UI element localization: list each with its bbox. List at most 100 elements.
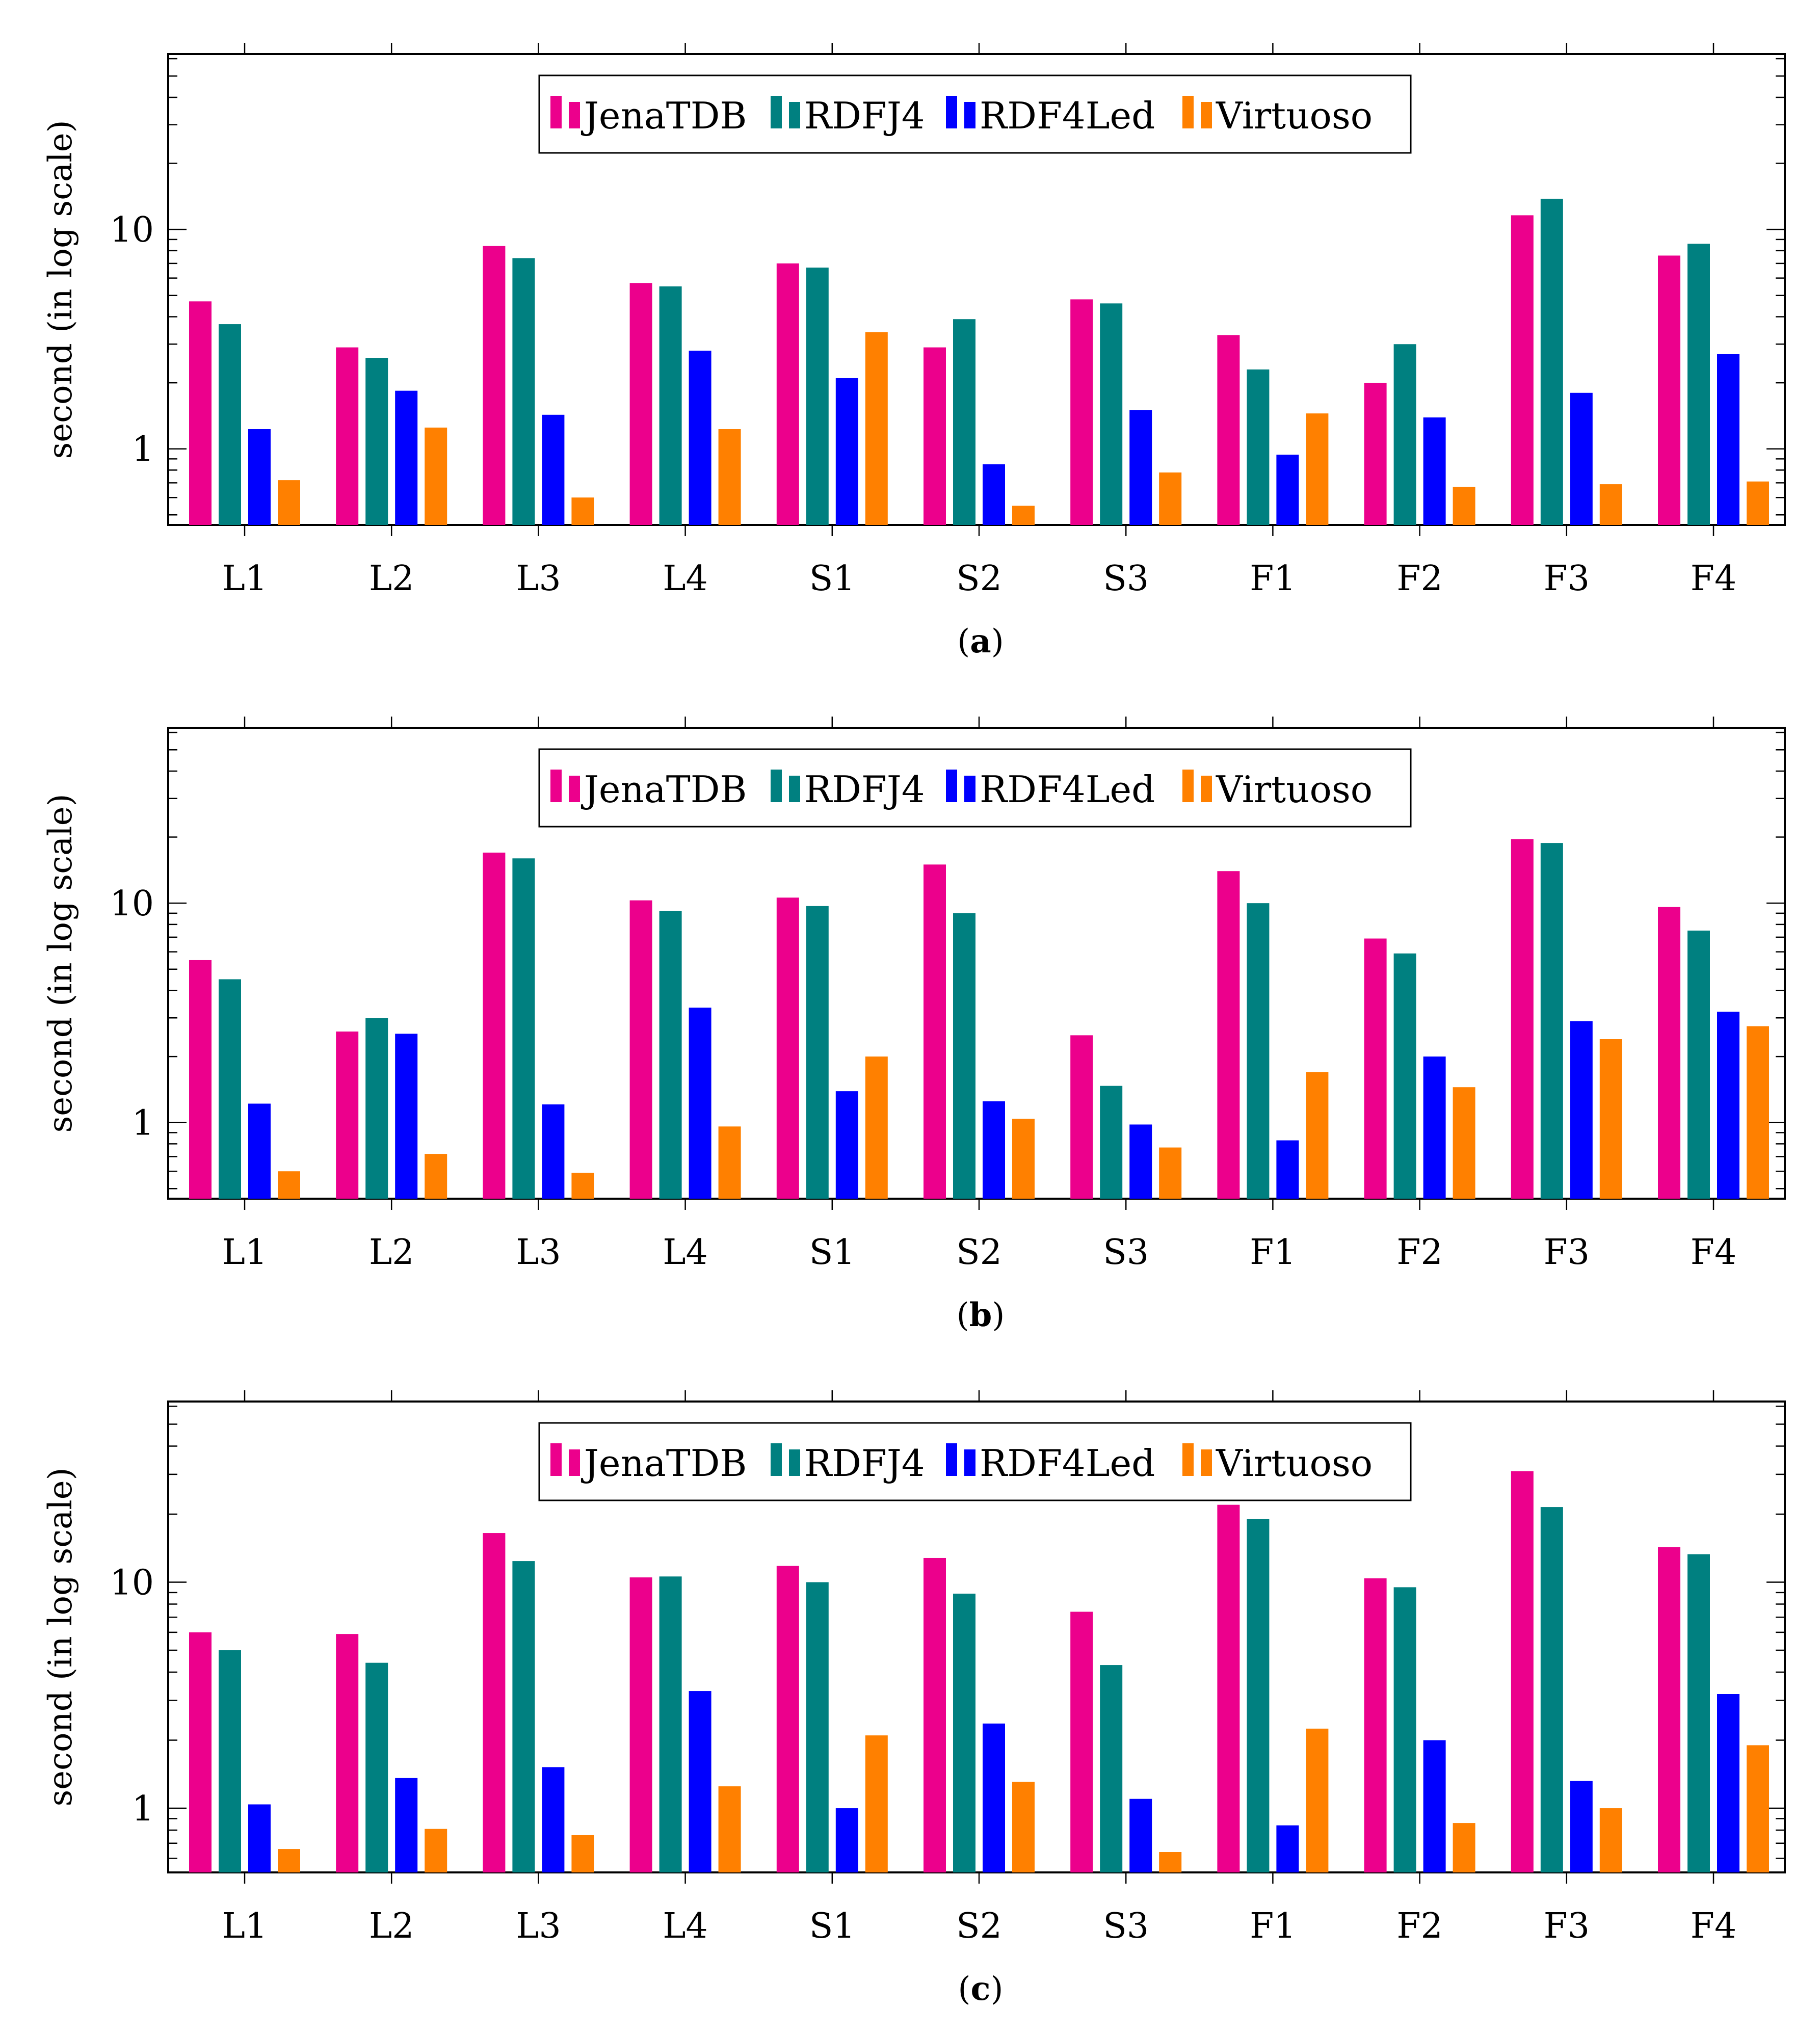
bar-rdf4led-f1: [1276, 1825, 1299, 1872]
bar-rdf4led-s2: [983, 1723, 1005, 1872]
legend-label-rdf4led: RDF4Led: [980, 768, 1155, 811]
panel-caption-a: (a): [957, 622, 1004, 660]
bar-rdf4led-f1: [1276, 1140, 1299, 1199]
bar-rdfj4-s1: [806, 906, 829, 1199]
bar-jenatdb-f4: [1658, 907, 1680, 1199]
y-tick-label: 1: [132, 430, 154, 470]
bar-rdfj4-l2: [365, 1662, 388, 1872]
bar-jenatdb-l1: [189, 301, 212, 525]
bar-jenatdb-f4: [1658, 1547, 1680, 1872]
chart-panel-b: 1 10 second (in log scale) L1 L2 L3 L4 S1 S2 S3 F1…: [42, 717, 1786, 1334]
bar-rdf4led-l4: [689, 1008, 711, 1199]
bar-rdfj4-f2: [1393, 953, 1416, 1199]
bar-rdf4led-l3: [542, 1767, 565, 1872]
bar-rdf4led-l2: [395, 1778, 418, 1872]
bar-rdfj4-l2: [365, 1018, 388, 1199]
bar-rdfj4-l3: [512, 858, 535, 1199]
bar-jenatdb-l2: [336, 1634, 359, 1872]
x-tick-label-f1: F1: [1250, 1232, 1296, 1273]
plot-frame: [167, 1400, 1786, 1873]
bar-rdf4led-l2: [395, 390, 418, 525]
bar-jenatdb-l3: [483, 246, 506, 525]
panel-caption-c: (c): [958, 1970, 1004, 2008]
x-tick-label-l3: L3: [516, 559, 561, 599]
x-tick-label-s1: S1: [809, 559, 855, 599]
y-tick-label: 1: [132, 1789, 154, 1829]
bar-virtuoso-l4: [718, 429, 741, 525]
x-tick-label-f1: F1: [1250, 559, 1296, 599]
x-tick-label-l2: L2: [369, 1906, 414, 1946]
bar-jenatdb-s3: [1070, 1035, 1093, 1199]
bar-virtuoso-s3: [1159, 1147, 1182, 1199]
legend-label-jenatdb: JenaTDB: [581, 768, 747, 811]
chart-panel-c: 1 10 second (in log scale) L1 L2 L3 L4 S1 S2 S3 F1…: [42, 1390, 1786, 2008]
bar-jenatdb-f2: [1364, 383, 1387, 525]
bar-virtuoso-l2: [425, 427, 447, 525]
bar-rdf4led-l2: [395, 1034, 418, 1199]
x-tick-label-l2: L2: [369, 559, 414, 599]
bar-jenatdb-l4: [629, 283, 652, 525]
bar-rdf4led-s3: [1129, 1124, 1152, 1199]
bar-virtuoso-l2: [425, 1829, 447, 1872]
x-tick-label-l3: L3: [516, 1906, 561, 1946]
legend-swatch-rdf4led: [946, 770, 957, 802]
bar-rdf4led-f3: [1570, 392, 1593, 525]
bar-virtuoso-s1: [865, 332, 888, 525]
bar-virtuoso-l1: [278, 1849, 300, 1872]
bar-rdfj4-f4: [1687, 930, 1710, 1199]
legend-swatch-virtuoso: [1182, 770, 1194, 802]
bar-rdf4led-f4: [1717, 354, 1739, 525]
x-tick-label-s3: S3: [1103, 1906, 1149, 1946]
bar-jenatdb-l2: [336, 1032, 359, 1199]
bar-jenatdb-s3: [1070, 299, 1093, 525]
legend-swatch-rdf4led-2: [964, 1449, 975, 1476]
bar-rdfj4-l4: [659, 1576, 682, 1872]
legend-swatch-rdf4led-2: [964, 102, 975, 128]
bar-rdf4led-l1: [248, 1103, 271, 1199]
y-tick-label: 10: [110, 1563, 154, 1603]
bar-jenatdb-s2: [924, 1557, 946, 1872]
y-tick-label: 1: [132, 1103, 154, 1144]
bar-rdf4led-s1: [835, 378, 858, 525]
legend-label-virtuoso: Virtuoso: [1216, 768, 1373, 811]
y-axis-label: second (in log scale): [42, 794, 80, 1132]
bar-rdfj4-f1: [1247, 369, 1270, 525]
bar-jenatdb-f2: [1364, 938, 1387, 1199]
bar-virtuoso-f1: [1306, 1072, 1329, 1199]
legend-label-rdfj4: RDFJ4: [804, 94, 925, 137]
bar-jenatdb-l1: [189, 960, 212, 1199]
plot-frame: [167, 727, 1786, 1200]
legend-label-virtuoso: Virtuoso: [1216, 94, 1373, 137]
y-tick-label: 10: [110, 210, 154, 250]
x-tick-label-f3: F3: [1544, 559, 1590, 599]
x-tick-label-s3: S3: [1103, 1232, 1149, 1273]
bar-virtuoso-f2: [1453, 1087, 1475, 1199]
bar-rdfj4-s3: [1100, 1086, 1123, 1199]
bar-jenatdb-l4: [629, 1577, 652, 1872]
bar-rdfj4-l3: [512, 258, 535, 525]
panel-caption-b: (b): [957, 1296, 1005, 1334]
bar-rdfj4-f4: [1687, 244, 1710, 525]
x-tick-label-f1: F1: [1250, 1906, 1296, 1946]
bar-virtuoso-s2: [1012, 506, 1035, 525]
bar-jenatdb-s2: [924, 864, 946, 1199]
bar-jenatdb-f1: [1217, 871, 1240, 1199]
x-tick-label-f2: F2: [1396, 559, 1442, 599]
legend-swatch-jenatdb: [550, 770, 562, 802]
legend-label-rdf4led: RDF4Led: [980, 94, 1155, 137]
bar-rdfj4-s1: [806, 268, 829, 525]
bar-jenatdb-f2: [1364, 1578, 1387, 1872]
legend: JenaTDB RDFJ4 RDF4Led Virtuoso: [538, 1422, 1412, 1501]
bar-jenatdb-s1: [776, 263, 799, 525]
bar-rdf4led-l1: [248, 429, 271, 525]
legend-swatch-rdfj4: [771, 96, 782, 128]
caption-letter: c: [971, 1970, 991, 2008]
bar-rdfj4-f3: [1540, 198, 1563, 525]
x-tick-label-l2: L2: [369, 1232, 414, 1273]
bar-virtuoso-l4: [718, 1786, 741, 1872]
bar-rdf4led-l3: [542, 1104, 565, 1199]
x-tick-label-f3: F3: [1544, 1906, 1590, 1946]
y-tick-label: 10: [110, 884, 154, 924]
bar-jenatdb-f3: [1511, 215, 1534, 525]
bar-jenatdb-s2: [924, 347, 946, 525]
